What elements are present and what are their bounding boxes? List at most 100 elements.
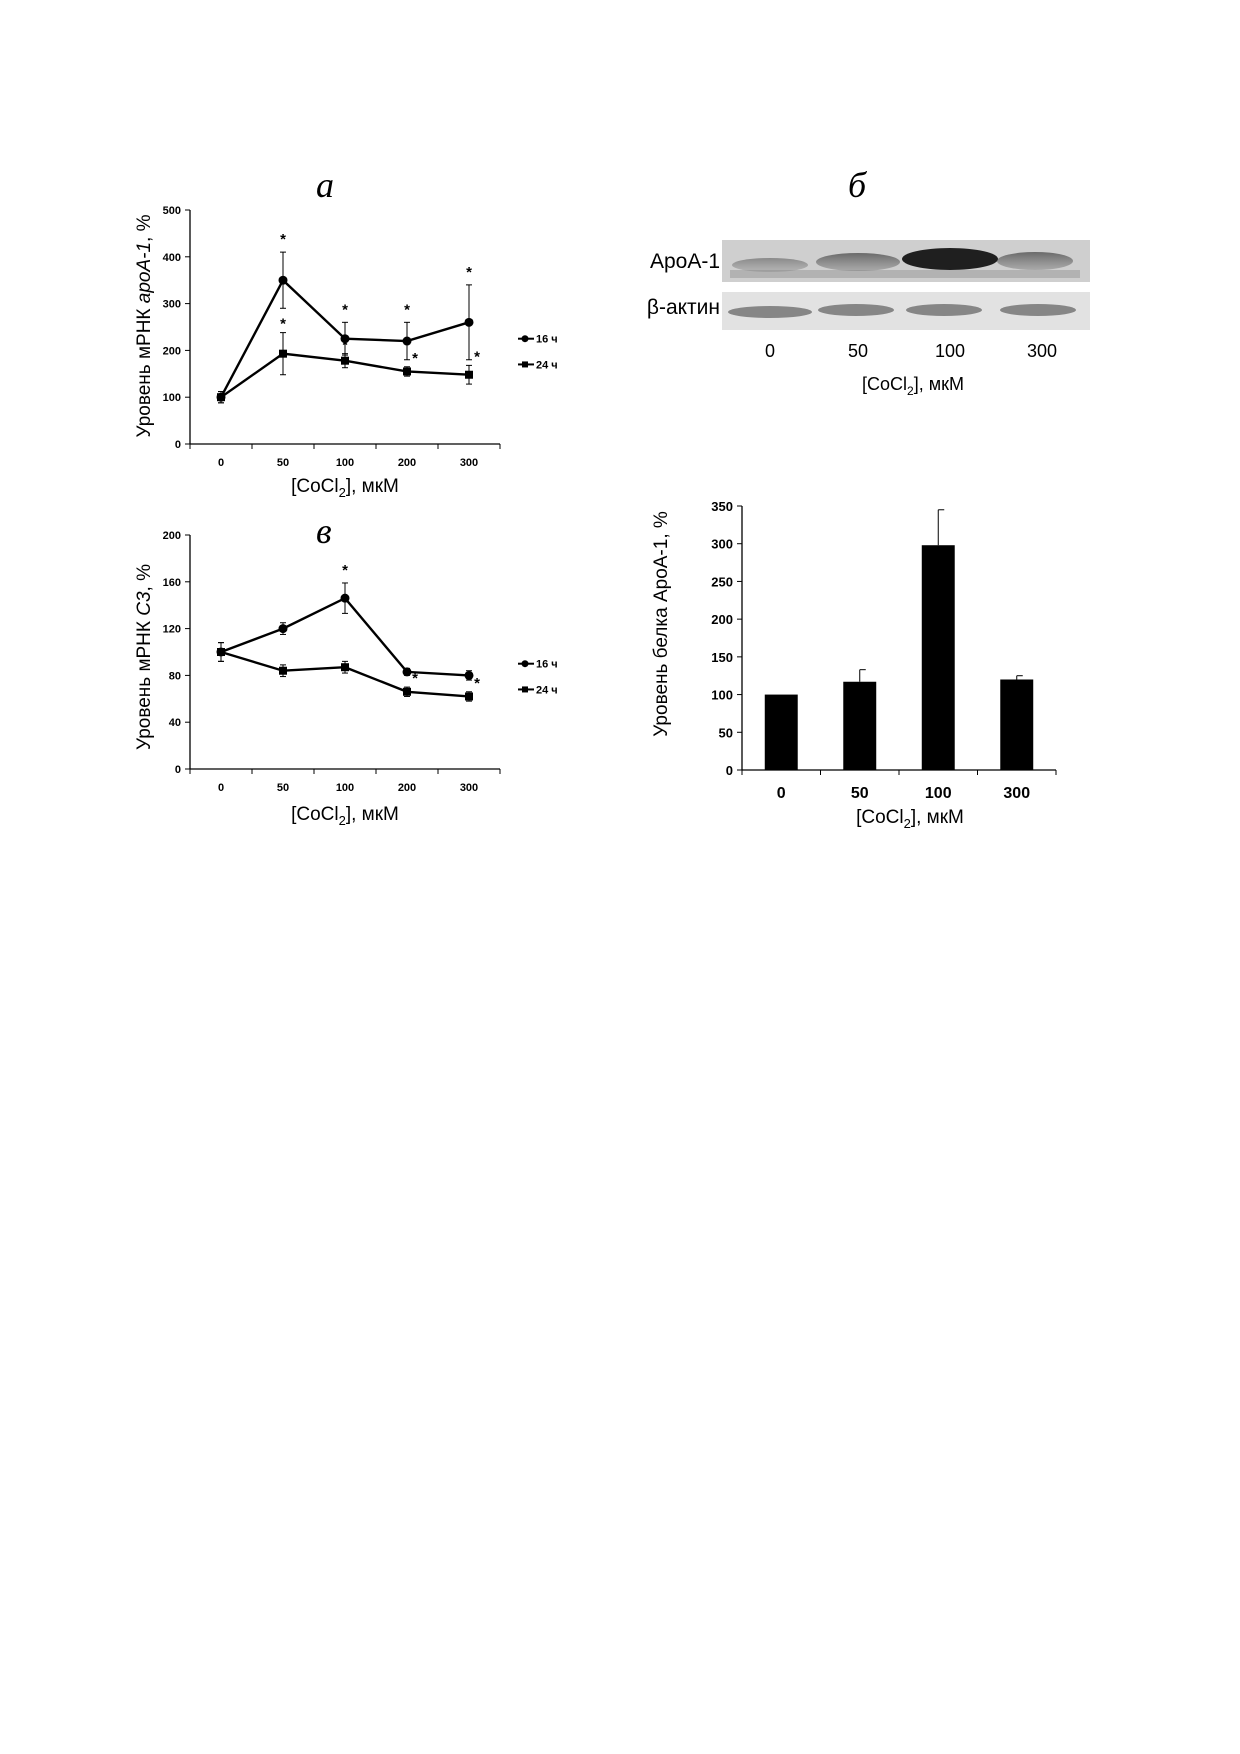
actin-band-50 [818,304,894,316]
chart-a-ytick-label: 300 [163,299,181,311]
chart-a-significance-star: * [280,316,286,333]
chart-b-bar [921,545,955,770]
chart-a-legend-marker [521,335,529,343]
chart-c-ytick-label: 120 [163,624,181,636]
chart-a-significance-star: * [280,231,286,248]
chart-c-legend-marker [521,660,529,668]
chart-c-ytick-label: 40 [169,717,181,729]
blot-xlabel: [CoCl2], мкМ [862,374,964,398]
chart-b-bar [843,681,877,770]
actin-band-300 [1000,304,1076,316]
chart-b-ytick-label: 300 [711,537,733,552]
chart-c-xlabel: [CoCl2], мкМ [291,804,399,828]
chart-a-point-square [465,370,473,379]
chart-c-significance-star: * [474,675,480,692]
chart-a-ytick-label: 100 [163,392,181,404]
chart-c-legend-marker [522,686,528,693]
blot-row-label-actin: β-актин [647,296,720,319]
panel-a-label: а [316,165,334,205]
chart-b-xtick-label: 0 [777,785,786,802]
chart-c-ytick-label: 200 [163,530,181,542]
chart-b-xtick-label: 100 [925,785,952,802]
chart-b-xtick-label: 50 [851,785,869,802]
apoa1-band-300 [997,252,1073,270]
chart-a-point-square [279,349,287,358]
chart-a-point-square [341,356,349,365]
chart-c-c3-mrna: 0 40 80 120 160 200 0 50 100 200 300 * * * 16 ч 24 ч У… [134,530,558,828]
chart-c-legend-label: 24 ч [536,684,558,696]
chart-a-point-diamond [464,317,474,327]
chart-c-xtick-label: 200 [398,782,416,794]
chart-c-ytick-label: 160 [163,577,181,589]
chart-c-ylabel: Уровень мРНК C3, % [134,564,155,750]
chart-a-legend-label: 24 ч [536,359,558,371]
chart-b-ytick-label: 0 [726,763,733,778]
chart-a-significance-star: * [412,350,418,367]
chart-b-ytick-label: 200 [711,612,733,627]
chart-a-significance-star: * [474,348,480,365]
blot-lane-100: 100 [935,341,965,361]
chart-a-legend-label: 16 ч [536,334,558,346]
actin-band-0 [728,306,812,318]
actin-band-100 [906,304,982,316]
panel-b-label: б [848,165,867,205]
chart-a-ytick-label: 200 [163,345,181,357]
chart-a-ytick-label: 400 [163,252,181,264]
chart-c-point-square [279,666,287,675]
chart-a-xtick-label: 100 [336,457,354,469]
chart-a-point-square [217,393,225,402]
chart-b-ytick-label: 50 [719,725,733,740]
chart-c-point-diamond [278,624,288,634]
western-blot: ApoA-1 β-актин 0 50 100 300 [CoCl2], мкМ [647,240,1090,398]
chart-b-xtick-label: 300 [1003,785,1030,802]
chart-a-point-diamond [340,334,350,344]
chart-c-point-diamond [464,670,474,680]
chart-a-point-diamond [402,336,412,346]
apoa1-lower-smear [730,270,1080,278]
chart-a-ytick-label: 0 [175,439,181,451]
chart-c-point-square [465,692,473,701]
chart-b-ytick-label: 250 [711,574,733,589]
chart-b-ytick-label: 150 [711,650,733,665]
chart-c-point-square [341,663,349,672]
chart-a-significance-star: * [342,337,348,354]
chart-c-ytick-label: 0 [175,764,181,776]
chart-b-ytick-label: 350 [711,499,733,514]
chart-a-point-diamond [278,275,288,285]
chart-c-point-square [403,687,411,696]
chart-a-ytick-label: 500 [163,205,181,217]
chart-a-apoa1-mrna: 0 100 200 300 400 500 0 50 100 200 300 * * * * * * * * 16 … [134,205,558,500]
chart-c-point-diamond [340,593,350,603]
chart-b-ytick-label: 100 [711,688,733,703]
chart-b-bar [1000,679,1034,770]
blot-lane-0: 0 [765,341,775,361]
chart-c-xtick-label: 300 [460,782,478,794]
chart-c-legend-label: 16 ч [536,659,558,671]
chart-c-xtick-label: 0 [218,782,224,794]
chart-a-xtick-label: 0 [218,457,224,469]
apoa1-band-100 [902,248,998,270]
chart-c-significance-star: * [342,562,348,579]
chart-c-point-diamond [402,667,412,677]
chart-a-ylabel: Уровень мРНК apoA-1, % [134,214,155,437]
blot-row-label-apoa1: ApoA-1 [650,250,720,273]
apoa1-band-50 [816,253,900,271]
chart-c-significance-star: * [412,670,418,687]
blot-lane-50: 50 [848,341,868,361]
chart-c-point-square [217,648,225,656]
chart-a-significance-star: * [342,301,348,318]
chart-a-point-square [403,367,411,376]
blot-lane-300: 300 [1027,341,1057,361]
chart-b-xlabel: [CoCl2], мкМ [856,807,964,831]
chart-b-ylabel: Уровень белка ApoA-1, % [651,511,672,737]
chart-c-ytick-label: 80 [169,670,181,682]
apoa1-band-0 [732,258,808,272]
chart-a-xtick-label: 50 [277,457,289,469]
chart-c-xtick-label: 100 [336,782,354,794]
chart-c-xtick-label: 50 [277,782,289,794]
chart-a-legend-marker [522,361,528,368]
panel-c-label: в [316,511,332,551]
chart-a-significance-star: * [404,301,410,318]
chart-a-xtick-label: 200 [398,457,416,469]
